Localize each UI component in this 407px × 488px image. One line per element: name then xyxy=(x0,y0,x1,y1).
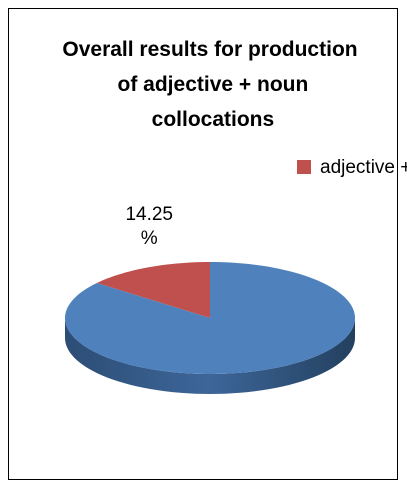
pie-slice xyxy=(65,262,355,374)
legend-swatch xyxy=(297,160,311,174)
data-label: 14.25 % xyxy=(125,203,173,249)
pie-side xyxy=(65,318,355,394)
chart-border xyxy=(8,8,398,480)
pie-slice xyxy=(96,262,210,318)
legend-label: adjective + noun xyxy=(320,157,407,178)
chart-title: Overall results for production of adject… xyxy=(62,38,357,131)
